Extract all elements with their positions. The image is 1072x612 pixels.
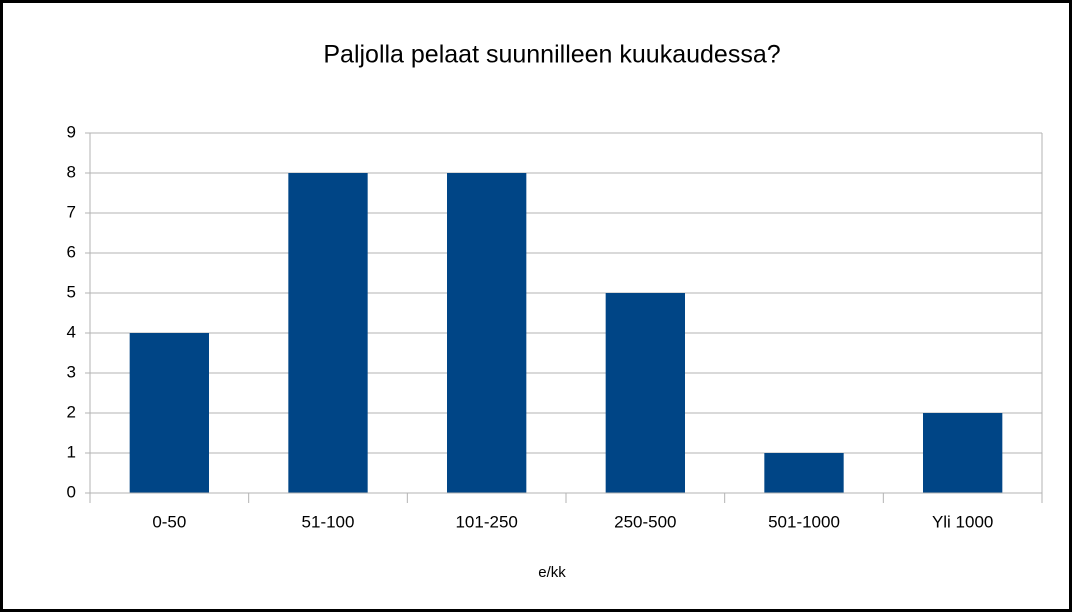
x-tick-label: 501-1000 (768, 512, 840, 531)
x-tick-label: 250-500 (614, 512, 676, 531)
y-tick-label: 8 (67, 162, 76, 181)
bar (447, 173, 527, 493)
y-tick-label: 3 (67, 362, 76, 381)
y-tick-label: 5 (67, 282, 76, 301)
y-tick-label: 6 (67, 242, 76, 261)
bar (923, 413, 1003, 493)
y-tick-label: 4 (67, 322, 76, 341)
x-tick-label: 101-250 (455, 512, 517, 531)
y-tick-label: 7 (67, 202, 76, 221)
bar (288, 173, 368, 493)
chart-title: Paljolla pelaat suunnilleen kuukaudessa? (323, 41, 780, 69)
bar (605, 293, 685, 493)
y-tick-label: 0 (67, 482, 76, 501)
y-tick-label: 9 (67, 122, 76, 141)
x-tick-label: Yli 1000 (932, 512, 993, 531)
bar (764, 453, 844, 493)
bar (129, 333, 209, 493)
x-axis-label: e/kk (538, 564, 566, 581)
x-tick-label: 51-100 (302, 512, 355, 531)
y-tick-label: 2 (67, 402, 76, 421)
y-tick-label: 1 (67, 442, 76, 461)
x-tick-label: 0-50 (152, 512, 186, 531)
